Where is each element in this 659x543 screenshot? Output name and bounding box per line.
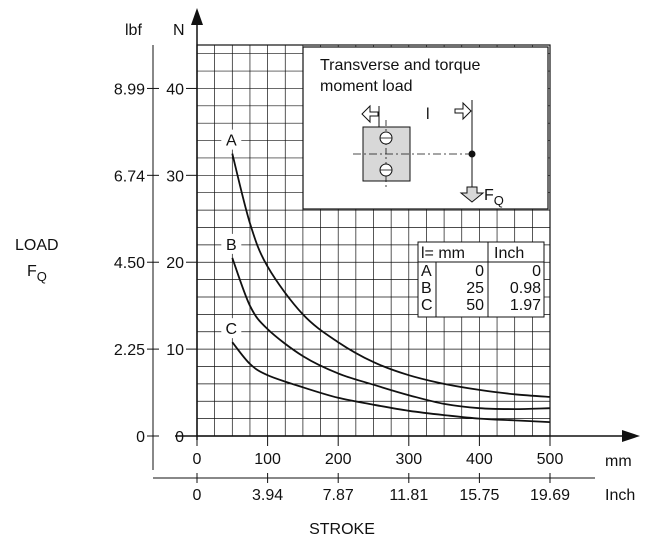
- table-row-b-label: B: [421, 280, 432, 297]
- y-axis-arrow-icon: [191, 8, 203, 25]
- series-label-c: C: [226, 321, 238, 338]
- x-axis-arrow-icon: [622, 430, 640, 442]
- table-row-c-label: C: [421, 297, 433, 314]
- x-tick-label-mm: 500: [537, 451, 564, 468]
- y-unit-secondary: lbf: [125, 22, 142, 39]
- table-header-mm: l= mm: [421, 245, 465, 262]
- inset-dim-label: l: [426, 106, 430, 123]
- y-axis-symbol-q: Q: [37, 269, 47, 284]
- x-tick-label-inch: 3.94: [252, 487, 283, 504]
- inset-force-label: FQ: [484, 187, 504, 208]
- y-tick-label-n: 30: [166, 168, 184, 185]
- y-axis-symbol-f: F: [27, 263, 37, 280]
- curve-a: [231, 153, 551, 398]
- inset-title-line2: moment load: [320, 78, 413, 95]
- series-curves: [231, 153, 551, 423]
- table-row-a-label: A: [421, 263, 432, 280]
- offset-table-box: [417, 241, 545, 318]
- x-tick-label-mm: 300: [395, 451, 422, 468]
- y-tick-label-n: 10: [166, 342, 184, 359]
- x-tick-label-inch: 0: [193, 487, 202, 504]
- inset-title-line1: Transverse and torque: [320, 57, 480, 74]
- x-tick-label-mm: 0: [193, 451, 202, 468]
- x-unit-secondary: Inch: [605, 487, 635, 504]
- y-tick-label-n: 20: [166, 255, 184, 272]
- y-ticks: 0 0 10 2.25 20 4.50 30 6.74 40 8.99: [114, 81, 197, 446]
- load-point: [468, 150, 476, 158]
- table-row-a-mm: 0: [475, 263, 484, 280]
- y-axis-symbol: FQ: [27, 263, 47, 284]
- y-tick-label-n: 0: [175, 429, 184, 446]
- series-label-bg: [221, 129, 242, 150]
- series-label-b: B: [226, 237, 237, 254]
- series-label-a: A: [226, 133, 237, 150]
- y-tick-label-lbf: 8.99: [114, 81, 145, 98]
- inset-force-subscript: Q: [494, 193, 504, 208]
- y-tick-label-n: 40: [166, 81, 184, 98]
- y-axis-title: LOAD: [15, 237, 59, 254]
- curve-b: [231, 257, 551, 411]
- x-tick-label-mm: 200: [325, 451, 352, 468]
- table-row-c-mm: 50: [466, 297, 484, 314]
- x-tick-label-inch: 19.69: [530, 487, 570, 504]
- x-tick-label-inch: 11.81: [389, 487, 428, 504]
- x-tick-label-inch: 15.75: [459, 487, 499, 504]
- right-arrow-icon: [454, 101, 472, 121]
- x-tick-label-inch: 7.87: [323, 487, 354, 504]
- y-tick-label-lbf: 0: [136, 429, 145, 446]
- series-label-bg: [221, 233, 242, 254]
- y-unit-primary: N: [173, 22, 185, 39]
- force-arrow-icon: [459, 186, 485, 203]
- y-tick-label-lbf: 4.50: [114, 255, 145, 272]
- left-arrow-icon: [361, 104, 379, 124]
- inset-box: [302, 46, 549, 210]
- offset-table: l= mm Inch A 0 0 B 25 0.98 C 50 1.97: [417, 241, 545, 318]
- curve-c: [231, 341, 551, 423]
- table-header-inch: Inch: [494, 245, 524, 262]
- inset-force-symbol: F: [484, 187, 494, 204]
- table-row-c-inch: 1.97: [510, 297, 541, 314]
- x-ticks: 0 0 100 3.94 200 7.87 300 11.81 400 15.75 500 19.69: [193, 436, 570, 504]
- table-row-b-inch: 0.98: [510, 280, 541, 297]
- table-row-b-mm: 25: [466, 280, 484, 297]
- x-unit-primary: mm: [605, 453, 632, 470]
- series-label-bg: [221, 318, 242, 339]
- y-tick-label-lbf: 6.74: [114, 168, 145, 185]
- table-row-a-inch: 0: [532, 263, 541, 280]
- inset-diagram: Transverse and torque moment load l FQ: [302, 46, 549, 210]
- series-labels: A B C: [221, 129, 242, 339]
- x-axis-title: STROKE: [309, 521, 375, 538]
- x-tick-label-mm: 400: [466, 451, 493, 468]
- x-tick-label-mm: 100: [254, 451, 281, 468]
- y-tick-label-lbf: 2.25: [114, 342, 145, 359]
